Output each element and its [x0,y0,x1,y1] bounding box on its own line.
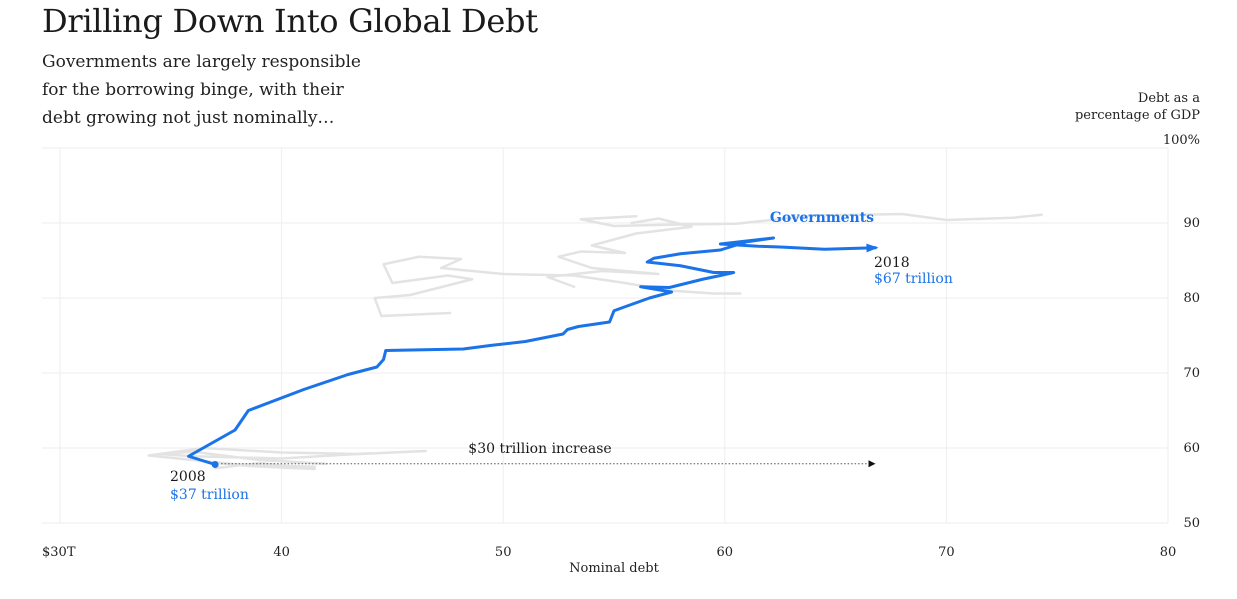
y-tick-labels: 50 60 70 80 90 100% [1163,133,1200,531]
governments-series [187,236,879,468]
y-tick-label: 90 [1183,216,1200,231]
x-tick-label: 40 [273,545,290,560]
y-axis-label-line2: percentage of GDP [1075,108,1200,123]
end-arrowhead [866,243,879,253]
end-value-label: $67 trillion [874,271,953,287]
background-series-line [202,460,317,471]
x-tick-label: 60 [717,545,734,560]
x-tick-label: 80 [1160,545,1177,560]
start-point [211,461,219,468]
y-tick-label: 70 [1183,366,1200,381]
y-axis-label-line1: Debt as a [1138,91,1200,106]
x-tick-labels: $30T 40 50 60 70 80 [42,545,1176,560]
increase-label: $30 trillion increase [468,441,611,457]
x-axis-label: Nominal debt [569,561,659,576]
chart-title: Drilling Down Into Global Debt [42,2,538,40]
x-tick-label: 70 [938,545,955,560]
y-tick-label: 80 [1183,291,1200,306]
background-series [147,212,1043,471]
background-series-line [546,217,693,288]
annotations: Governments 2018$67 trillion 2008 $37 trill… [170,210,953,503]
y-gridlines [42,147,1168,524]
chart-subtitle: Governments are largely responsible for … [42,52,361,128]
series-label-governments: Governments [770,210,874,226]
start-year-label: 2008 [170,469,206,485]
x-tick-label: $30T [42,545,76,560]
governments-line [187,236,877,466]
background-series-line [579,212,1043,228]
x-tick-label: 50 [495,545,512,560]
end-year-label: 2018 [874,255,910,271]
y-tick-label: 60 [1183,441,1200,456]
y-tick-label: 100% [1163,133,1200,148]
start-value-label: $37 trillion [170,487,249,503]
increase-arrowhead [868,460,876,468]
y-tick-label: 50 [1183,516,1200,531]
background-series-line [158,450,372,465]
